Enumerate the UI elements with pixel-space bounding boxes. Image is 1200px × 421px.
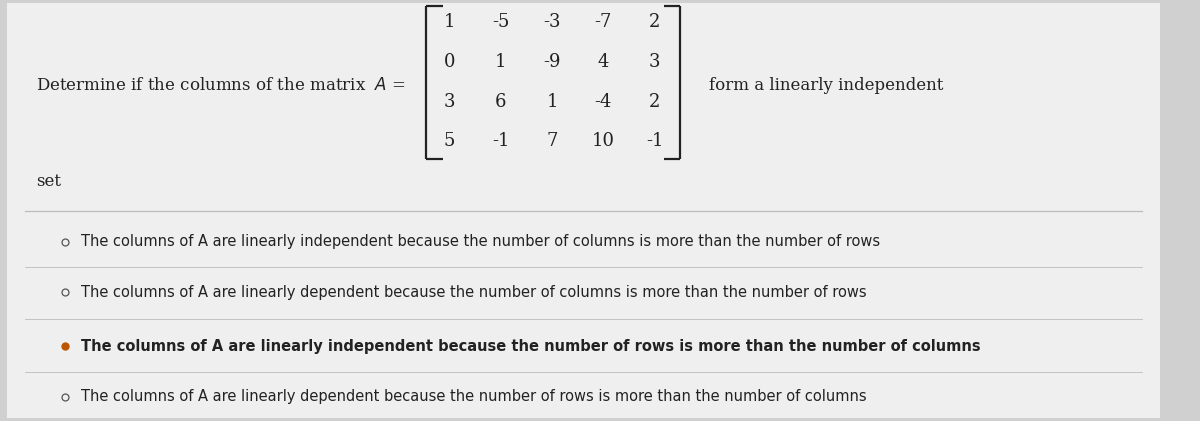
Text: 4: 4 [598, 53, 610, 71]
Text: 3: 3 [444, 93, 456, 111]
Text: 2: 2 [649, 13, 660, 31]
Text: The columns of A are linearly dependent because the number of rows is more than : The columns of A are linearly dependent … [80, 389, 866, 404]
Text: 6: 6 [496, 93, 506, 111]
Text: set: set [36, 173, 61, 190]
Text: The columns of A are linearly dependent because the number of columns is more th: The columns of A are linearly dependent … [80, 285, 866, 300]
Text: -9: -9 [544, 53, 560, 71]
Text: 2: 2 [649, 93, 660, 111]
Text: 1: 1 [444, 13, 456, 31]
Text: form a linearly independent: form a linearly independent [709, 77, 943, 93]
Text: 1: 1 [546, 93, 558, 111]
Text: 1: 1 [496, 53, 506, 71]
Text: -1: -1 [646, 133, 664, 150]
Text: -4: -4 [595, 93, 612, 111]
Text: The columns of A are linearly independent because the number of rows is more tha: The columns of A are linearly independen… [80, 339, 980, 354]
Text: 7: 7 [546, 133, 558, 150]
FancyBboxPatch shape [7, 3, 1160, 418]
Text: -1: -1 [492, 133, 510, 150]
Text: The columns of A are linearly independent because the number of columns is more : The columns of A are linearly independen… [80, 234, 880, 249]
Text: 3: 3 [649, 53, 660, 71]
Text: -7: -7 [595, 13, 612, 31]
Text: 0: 0 [444, 53, 456, 71]
Text: Determine if the columns of the matrix  $A$ =: Determine if the columns of the matrix $… [36, 77, 406, 93]
Text: -3: -3 [544, 13, 560, 31]
Text: -5: -5 [492, 13, 510, 31]
Text: 10: 10 [592, 133, 614, 150]
Text: 5: 5 [444, 133, 455, 150]
